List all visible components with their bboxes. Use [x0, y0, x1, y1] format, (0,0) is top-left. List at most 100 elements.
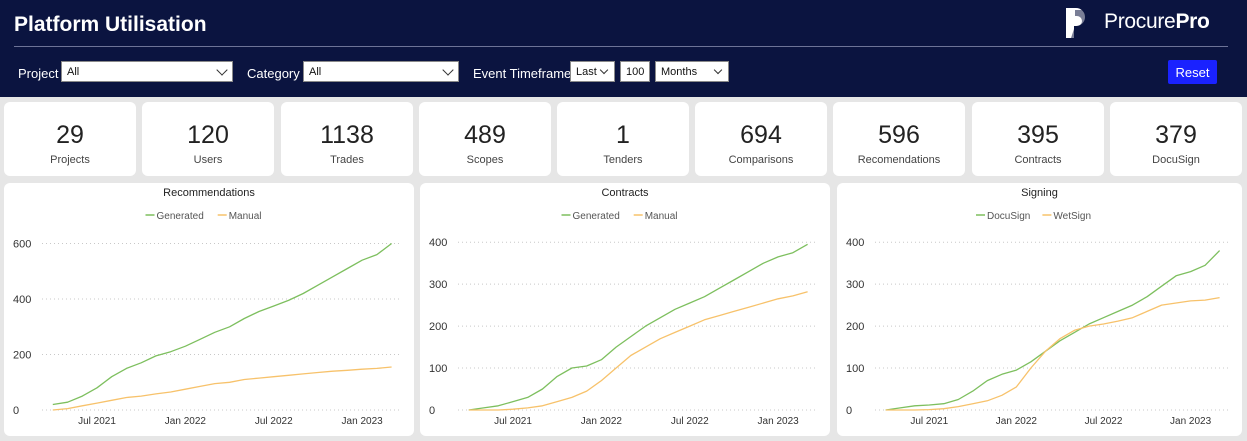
series-line-manual[interactable]: [468, 291, 808, 411]
kpi-value: 1: [616, 121, 630, 149]
kpi-label: Comparisons: [728, 154, 794, 166]
project-select[interactable]: All: [61, 61, 233, 82]
kpi-value: 395: [1017, 121, 1059, 149]
x-tick-label: Jul 2021: [494, 416, 532, 427]
kpi-card-contracts: 395 Contracts: [972, 102, 1104, 176]
timeframe-count-input[interactable]: 100: [620, 61, 650, 82]
series-line-docusign[interactable]: [885, 250, 1221, 411]
logo-text-pro: Pro: [1175, 10, 1210, 33]
kpi-card-scopes: 489 Scopes: [419, 102, 551, 176]
category-filter-label: Category: [247, 66, 300, 81]
series-line-generated[interactable]: [468, 243, 808, 411]
x-tick-label: Jul 2022: [671, 416, 709, 427]
header-bar: Platform Utilisation ProcurePro Project …: [0, 0, 1247, 97]
legend-label[interactable]: Manual: [229, 211, 262, 222]
logo-text-procure: Procure: [1104, 10, 1176, 33]
y-tick-label: 400: [429, 237, 447, 249]
series-line-wetsign[interactable]: [885, 296, 1220, 411]
x-tick-label: Jan 2023: [758, 416, 800, 427]
kpi-label: Tenders: [603, 154, 643, 166]
series-line-manual[interactable]: [52, 366, 392, 411]
recommendations-chart: Recommendations Generated Manual 0 200 400 600…: [13, 187, 402, 427]
procurepro-logo-icon: [1066, 8, 1090, 38]
chart-title: Recommendations: [163, 187, 255, 199]
legend-label[interactable]: WetSign: [1053, 211, 1091, 222]
kpi-label: Scopes: [466, 154, 504, 166]
kpi-label: Contracts: [1014, 154, 1062, 166]
kpi-card-users: 120 Users: [142, 102, 274, 176]
y-tick-label: 200: [13, 350, 31, 362]
kpi-value: 694: [740, 121, 782, 149]
series-line-generated[interactable]: [52, 242, 392, 406]
contracts-chart-panel: Contracts Generated Manual 0 100 200 300 400 Jul…: [420, 183, 830, 436]
timeframe-unit-value: Months: [661, 66, 698, 78]
kpi-card-projects: 29 Projects: [4, 102, 136, 176]
kpi-card-docusign: 379 DocuSign: [1110, 102, 1242, 176]
timeframe-mode-value: Last: [576, 66, 597, 78]
y-tick-label: 0: [13, 405, 19, 417]
kpi-value: 1138: [320, 121, 374, 149]
y-tick-label: 200: [429, 321, 447, 333]
y-tick-label: 300: [846, 279, 864, 291]
y-tick-label: 100: [429, 363, 447, 375]
x-tick-label: Jan 2022: [996, 416, 1038, 427]
kpi-label: Recomendations: [857, 154, 941, 166]
y-tick-label: 200: [846, 321, 864, 333]
legend-label[interactable]: Manual: [645, 211, 678, 222]
y-tick-label: 100: [846, 363, 864, 375]
legend-label[interactable]: Generated: [573, 211, 620, 222]
kpi-value: 489: [464, 121, 506, 149]
logo-wordmark: ProcurePro: [1104, 10, 1210, 34]
y-tick-label: 300: [429, 279, 447, 291]
x-tick-label: Jan 2023: [342, 416, 384, 427]
kpi-card-recommendations: 596 Recomendations: [833, 102, 965, 176]
kpi-card-trades: 1138 Trades: [281, 102, 413, 176]
chart-title: Signing: [1021, 187, 1058, 199]
x-tick-label: Jan 2022: [165, 416, 207, 427]
kpi-value: 120: [187, 121, 229, 149]
x-tick-label: Jul 2022: [1085, 416, 1123, 427]
contracts-chart: Contracts Generated Manual 0 100 200 300 400 Jul…: [429, 187, 818, 427]
x-tick-label: Jul 2021: [910, 416, 948, 427]
recommendations-chart-panel: Recommendations Generated Manual 0 200 400 600…: [4, 183, 414, 436]
kpi-value: 379: [1155, 121, 1197, 149]
chevron-down-icon: [442, 64, 454, 76]
brand-logo: ProcurePro: [1064, 6, 1234, 40]
kpi-card-comparisons: 694 Comparisons: [695, 102, 827, 176]
timeframe-unit-select[interactable]: Months: [655, 61, 729, 82]
x-tick-label: Jul 2021: [78, 416, 116, 427]
y-tick-label: 400: [13, 294, 31, 306]
y-tick-label: 400: [846, 237, 864, 249]
legend-label[interactable]: Generated: [157, 211, 204, 222]
category-select[interactable]: All: [303, 61, 459, 82]
project-select-value: All: [67, 66, 80, 78]
chevron-down-icon: [599, 65, 609, 75]
signing-chart: Signing DocuSign WetSign 0 100 200 300 400 Jul 2…: [846, 187, 1230, 427]
y-tick-label: 0: [846, 405, 852, 417]
legend-label[interactable]: DocuSign: [987, 211, 1030, 222]
header-divider: [14, 46, 1228, 47]
timeframe-count-value: 100: [626, 66, 645, 78]
page-title: Platform Utilisation: [14, 13, 207, 36]
kpi-value: 596: [878, 121, 920, 149]
timeframe-mode-select[interactable]: Last: [570, 61, 615, 82]
y-tick-label: 600: [13, 239, 31, 251]
chart-title: Contracts: [601, 187, 649, 199]
y-tick-label: 0: [429, 405, 435, 417]
x-tick-label: Jan 2023: [1170, 416, 1212, 427]
kpi-card-tenders: 1 Tenders: [557, 102, 689, 176]
category-select-value: All: [309, 66, 322, 78]
x-tick-label: Jul 2022: [255, 416, 293, 427]
reset-button[interactable]: Reset: [1168, 60, 1217, 84]
chevron-down-icon: [713, 65, 723, 75]
kpi-label: Trades: [330, 154, 364, 166]
chevron-down-icon: [216, 64, 228, 76]
kpi-label: Projects: [50, 154, 90, 166]
kpi-value: 29: [56, 121, 84, 149]
kpi-label: Users: [193, 154, 223, 166]
kpi-label: DocuSign: [1152, 154, 1200, 166]
x-tick-label: Jan 2022: [581, 416, 623, 427]
timeframe-filter-label: Event Timeframe: [473, 66, 572, 81]
project-filter-label: Project: [18, 66, 59, 81]
signing-chart-panel: Signing DocuSign WetSign 0 100 200 300 400 Jul 2…: [837, 183, 1242, 436]
